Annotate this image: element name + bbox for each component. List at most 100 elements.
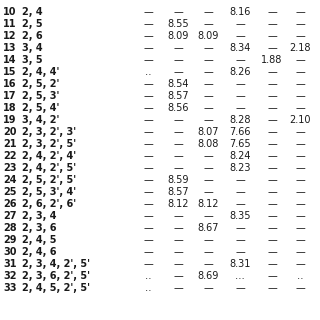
Text: 8.67: 8.67 (197, 223, 219, 233)
Text: —: — (267, 259, 277, 269)
Text: 8.24: 8.24 (229, 151, 251, 161)
Text: —: — (203, 283, 213, 293)
Text: —: — (143, 31, 153, 41)
Text: 27: 27 (3, 211, 17, 221)
Text: —: — (235, 103, 245, 113)
Text: —: — (173, 43, 183, 53)
Text: 8.34: 8.34 (229, 43, 251, 53)
Text: —: — (203, 103, 213, 113)
Text: —: — (295, 247, 305, 257)
Text: 2, 3, 2', 3': 2, 3, 2', 3' (22, 127, 76, 137)
Text: —: — (295, 127, 305, 137)
Text: —: — (203, 7, 213, 17)
Text: 8.69: 8.69 (197, 271, 219, 281)
Text: —: — (173, 223, 183, 233)
Text: —: — (173, 283, 183, 293)
Text: —: — (173, 259, 183, 269)
Text: 8.35: 8.35 (229, 211, 251, 221)
Text: —: — (267, 43, 277, 53)
Text: 3, 4: 3, 4 (22, 43, 43, 53)
Text: 3, 5: 3, 5 (22, 55, 43, 65)
Text: 14: 14 (3, 55, 17, 65)
Text: ‥: ‥ (297, 271, 303, 281)
Text: —: — (203, 259, 213, 269)
Text: —: — (143, 259, 153, 269)
Text: —: — (295, 91, 305, 101)
Text: …: … (235, 271, 245, 281)
Text: 33: 33 (3, 283, 17, 293)
Text: —: — (235, 199, 245, 209)
Text: 2, 4, 5, 2', 5': 2, 4, 5, 2', 5' (22, 283, 90, 293)
Text: —: — (143, 223, 153, 233)
Text: 2, 5: 2, 5 (22, 19, 43, 29)
Text: —: — (173, 211, 183, 221)
Text: 10: 10 (3, 7, 17, 17)
Text: —: — (267, 67, 277, 77)
Text: —: — (267, 175, 277, 185)
Text: —: — (173, 7, 183, 17)
Text: —: — (173, 115, 183, 125)
Text: ‥: ‥ (145, 283, 151, 293)
Text: 24: 24 (3, 175, 17, 185)
Text: —: — (173, 67, 183, 77)
Text: 8.09: 8.09 (167, 31, 189, 41)
Text: —: — (143, 115, 153, 125)
Text: 8.54: 8.54 (167, 79, 189, 89)
Text: 2, 5, 2': 2, 5, 2' (22, 79, 60, 89)
Text: 25: 25 (3, 187, 17, 197)
Text: —: — (267, 235, 277, 245)
Text: 23: 23 (3, 163, 17, 173)
Text: —: — (203, 175, 213, 185)
Text: 2, 5, 2', 5': 2, 5, 2', 5' (22, 175, 76, 185)
Text: —: — (267, 31, 277, 41)
Text: —: — (173, 247, 183, 257)
Text: —: — (295, 79, 305, 89)
Text: 8.55: 8.55 (167, 19, 189, 29)
Text: —: — (203, 19, 213, 29)
Text: 8.57: 8.57 (167, 91, 189, 101)
Text: 2, 5, 3': 2, 5, 3' (22, 91, 60, 101)
Text: 28: 28 (3, 223, 17, 233)
Text: 8.12: 8.12 (167, 199, 189, 209)
Text: —: — (235, 79, 245, 89)
Text: —: — (173, 271, 183, 281)
Text: ‥: ‥ (145, 271, 151, 281)
Text: —: — (295, 283, 305, 293)
Text: —: — (295, 151, 305, 161)
Text: —: — (143, 187, 153, 197)
Text: —: — (203, 235, 213, 245)
Text: 2, 4, 6: 2, 4, 6 (22, 247, 57, 257)
Text: —: — (267, 199, 277, 209)
Text: 16: 16 (3, 79, 17, 89)
Text: —: — (143, 127, 153, 137)
Text: —: — (235, 187, 245, 197)
Text: 19: 19 (3, 115, 17, 125)
Text: —: — (267, 187, 277, 197)
Text: —: — (235, 247, 245, 257)
Text: 8.56: 8.56 (167, 103, 189, 113)
Text: 2, 3, 4, 2', 5': 2, 3, 4, 2', 5' (22, 259, 90, 269)
Text: 8.26: 8.26 (229, 67, 251, 77)
Text: —: — (235, 223, 245, 233)
Text: —: — (267, 163, 277, 173)
Text: —: — (295, 211, 305, 221)
Text: —: — (143, 55, 153, 65)
Text: —: — (173, 127, 183, 137)
Text: —: — (267, 211, 277, 221)
Text: 2, 6: 2, 6 (22, 31, 43, 41)
Text: —: — (203, 43, 213, 53)
Text: 2, 4, 5: 2, 4, 5 (22, 235, 57, 245)
Text: 3, 4, 2': 3, 4, 2' (22, 115, 60, 125)
Text: 8.59: 8.59 (167, 175, 189, 185)
Text: —: — (295, 139, 305, 149)
Text: 2, 3, 4: 2, 3, 4 (22, 211, 57, 221)
Text: 2, 5, 3', 4': 2, 5, 3', 4' (22, 187, 76, 197)
Text: —: — (295, 223, 305, 233)
Text: 8.23: 8.23 (229, 163, 251, 173)
Text: —: — (267, 103, 277, 113)
Text: 2, 4, 4': 2, 4, 4' (22, 67, 60, 77)
Text: —: — (267, 151, 277, 161)
Text: —: — (203, 163, 213, 173)
Text: —: — (203, 91, 213, 101)
Text: —: — (295, 187, 305, 197)
